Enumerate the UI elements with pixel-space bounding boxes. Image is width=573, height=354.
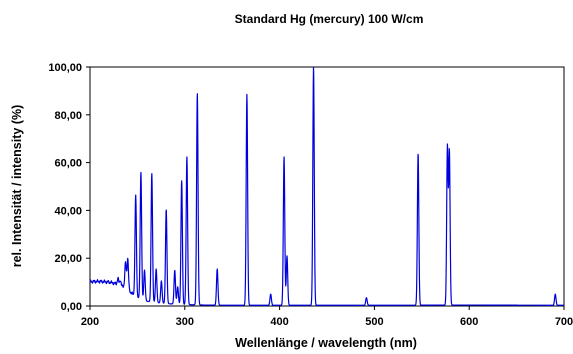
spectrum-peak-point: [417, 152, 419, 154]
x-tick-label: 300: [176, 316, 194, 328]
x-tick-label: 700: [555, 316, 573, 328]
chart-title: Standard Hg (mercury) 100 W/cm: [235, 12, 424, 26]
y-tick-label: 40,00: [54, 205, 82, 217]
x-axis-label: Wellenlänge / wavelength (nm): [235, 336, 417, 350]
spectrum-series-line: [89, 66, 565, 306]
y-tick-label: 100,00: [48, 62, 82, 74]
x-tick-label: 600: [460, 316, 478, 328]
y-tick-label: 60,00: [54, 158, 82, 170]
x-tick-label: 200: [81, 316, 99, 328]
x-tick-label: 400: [270, 316, 288, 328]
x-tick-label: 500: [365, 316, 383, 328]
y-axis-label: rel. Intensität / intensity (%): [10, 105, 24, 268]
y-axis-ticks: 0,00 20,00 40,00 60,00 80,00 100,00: [48, 62, 90, 313]
y-tick-label: 0,00: [61, 301, 82, 313]
plot-frame: [89, 66, 565, 307]
y-tick-label: 80,00: [54, 110, 82, 122]
spectrum-peak-point: [119, 279, 121, 281]
x-axis-ticks: 200 300 400 500 600 700: [81, 306, 573, 328]
y-tick-label: 20,00: [54, 253, 82, 265]
